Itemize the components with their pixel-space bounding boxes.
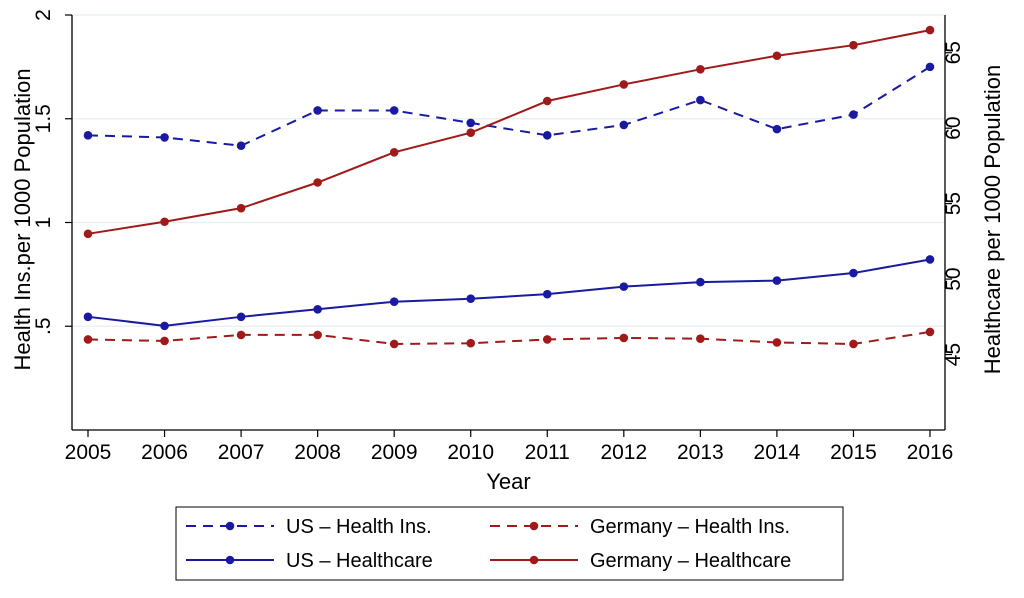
data-point (466, 118, 476, 128)
data-point (466, 294, 476, 304)
data-point (313, 106, 322, 115)
data-point (925, 25, 935, 35)
data-point (849, 40, 858, 50)
legend-label: Germany – Healthcare (590, 550, 791, 572)
series-line (87, 66, 931, 147)
left-tick-label: 1 (32, 217, 55, 229)
data-point (849, 268, 858, 278)
data-point (160, 217, 169, 227)
left-tick-label: 1.5 (32, 104, 55, 133)
data-point (619, 282, 629, 291)
series-line (87, 29, 931, 235)
legend-label: Germany – Health Ins. (590, 516, 790, 538)
data-point (160, 133, 169, 142)
legend-swatch-marker (529, 555, 539, 565)
data-point (83, 131, 93, 140)
right-tick-label: 45 (942, 343, 965, 366)
data-point (696, 334, 705, 344)
legend-label: US – Health Ins. (286, 516, 432, 538)
legend-swatch-marker (225, 555, 235, 565)
x-tick-label: 2005 (65, 441, 112, 464)
data-point (849, 110, 858, 119)
left-tick-label: 2 (32, 9, 55, 21)
gridlines (72, 14, 945, 327)
data-point (925, 327, 935, 337)
data-point (83, 312, 93, 322)
legend-swatch-marker (529, 521, 539, 531)
data-point (696, 277, 705, 287)
data-point (925, 62, 935, 72)
x-tick-label: 2011 (525, 441, 570, 464)
data-point (619, 80, 629, 89)
data-point (466, 128, 476, 138)
data-point (313, 330, 322, 340)
data-point (236, 312, 246, 322)
x-tick-label: 2007 (218, 441, 265, 464)
data-point (83, 335, 93, 344)
data-point (389, 148, 399, 157)
data-point (619, 120, 629, 130)
x-axis-label: Year (486, 469, 530, 494)
x-tick-label: 2006 (141, 441, 188, 464)
x-tick-label: 2008 (294, 441, 341, 464)
legend-label: US – Healthcare (286, 550, 433, 572)
x-tick-label: 2014 (754, 441, 801, 464)
x-tick-label: 2016 (907, 441, 954, 464)
data-point (849, 339, 858, 349)
data-point (466, 338, 476, 348)
series-line (87, 330, 931, 345)
data-point (389, 339, 399, 349)
axis-ticks: .5 1 1.5 2 45 50 55 60 65 2005 2006 2007 2008 2009 201… (32, 9, 965, 464)
left-tick-label: .5 (32, 317, 55, 335)
legend-swatch-marker (225, 521, 235, 531)
data-point (160, 321, 169, 331)
x-tick-label: 2012 (600, 441, 647, 464)
series-lines (83, 25, 935, 349)
data-point (236, 141, 246, 151)
left-y-axis-label: Health Ins.per 1000 Population (10, 68, 35, 370)
data-point (160, 336, 169, 346)
legend-box (175, 506, 844, 581)
data-point (772, 124, 782, 134)
right-tick-label: 65 (942, 41, 965, 64)
data-point (542, 335, 552, 344)
data-point (619, 333, 629, 343)
x-tick-label: 2013 (677, 441, 724, 464)
data-point (925, 255, 935, 264)
data-point (313, 178, 322, 187)
x-tick-label: 2009 (371, 441, 418, 464)
data-point (313, 304, 322, 314)
data-point (542, 96, 552, 106)
right-tick-label: 60 (942, 117, 965, 140)
data-point (696, 95, 705, 105)
x-tick-label: 2015 (830, 441, 877, 464)
data-point (236, 330, 246, 340)
data-point (236, 203, 246, 213)
data-point (696, 65, 705, 74)
data-point (772, 338, 782, 347)
data-point (542, 289, 552, 299)
data-point (772, 51, 782, 61)
legend: US – Health Ins. Germany – Health Ins. US … (175, 506, 844, 581)
right-tick-label: 50 (942, 267, 965, 290)
data-point (389, 297, 399, 307)
data-point (389, 106, 399, 115)
data-point (542, 131, 552, 140)
right-y-axis-label: Healthcare per 1000 Population (980, 65, 1005, 374)
data-point (83, 229, 93, 239)
data-point (772, 276, 782, 285)
right-tick-label: 55 (942, 192, 965, 215)
series-line (87, 258, 931, 327)
x-tick-label: 2010 (447, 441, 494, 464)
